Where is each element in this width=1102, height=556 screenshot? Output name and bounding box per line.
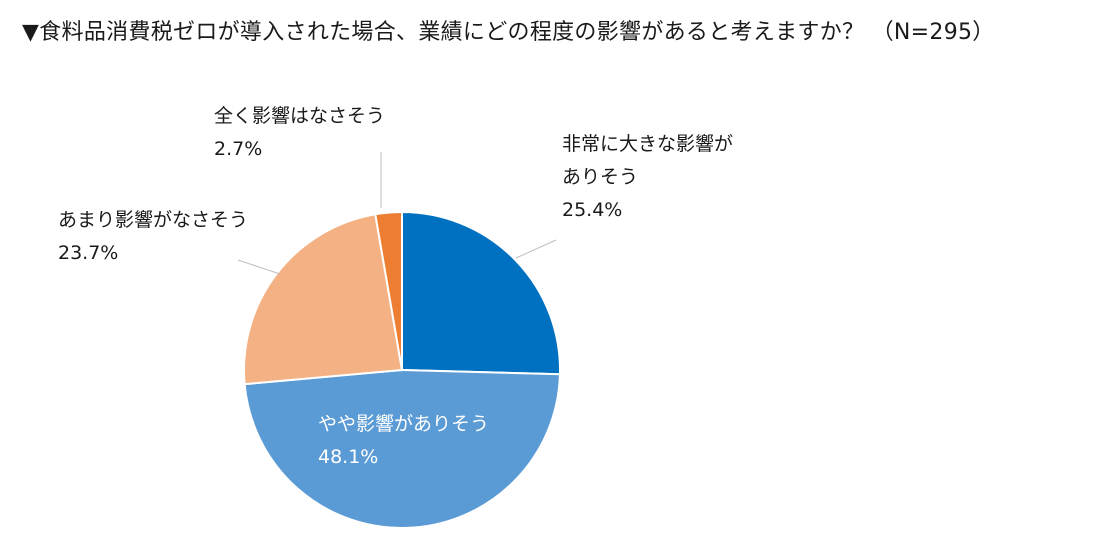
- leader-line-3: [237, 259, 281, 275]
- slice-percent: 2.7%: [214, 138, 263, 160]
- pie-slice-2: [243, 368, 561, 529]
- leader-line-1: [515, 239, 557, 259]
- slice-label-text: 全く影響はなさそう: [214, 105, 386, 127]
- leader-lines: [237, 152, 557, 275]
- pie-slice-1: [401, 210, 561, 376]
- slice-label-text: やや影響がありそう: [318, 413, 490, 435]
- slice-percent: 25.4%: [562, 199, 623, 221]
- slice-label-2: やや影響がありそう 48.1%: [318, 408, 489, 474]
- slice-label-3: あまり影響がなさそう 23.7%: [58, 204, 248, 270]
- slice-label-4: 全く影響はなさそう 2.7%: [214, 100, 385, 166]
- slice-label-text: 非常に大きな影響が: [562, 133, 734, 155]
- slice-percent: 23.7%: [58, 242, 119, 264]
- pie-slice-3: [243, 213, 404, 386]
- slice-label-text: あまり影響がなさそう: [58, 209, 249, 231]
- chart-title: ▼食料品消費税ゼロが導入された場合、業績にどの程度の影響があると考えますか？ （…: [22, 20, 995, 45]
- pie-slice-4: [374, 210, 403, 371]
- slice-label-text: ありそう: [562, 166, 639, 188]
- slice-label-1: 非常に大きな影響が ありそう 25.4%: [562, 128, 733, 227]
- slice-percent: 48.1%: [318, 446, 379, 468]
- pie-slices: [243, 210, 561, 529]
